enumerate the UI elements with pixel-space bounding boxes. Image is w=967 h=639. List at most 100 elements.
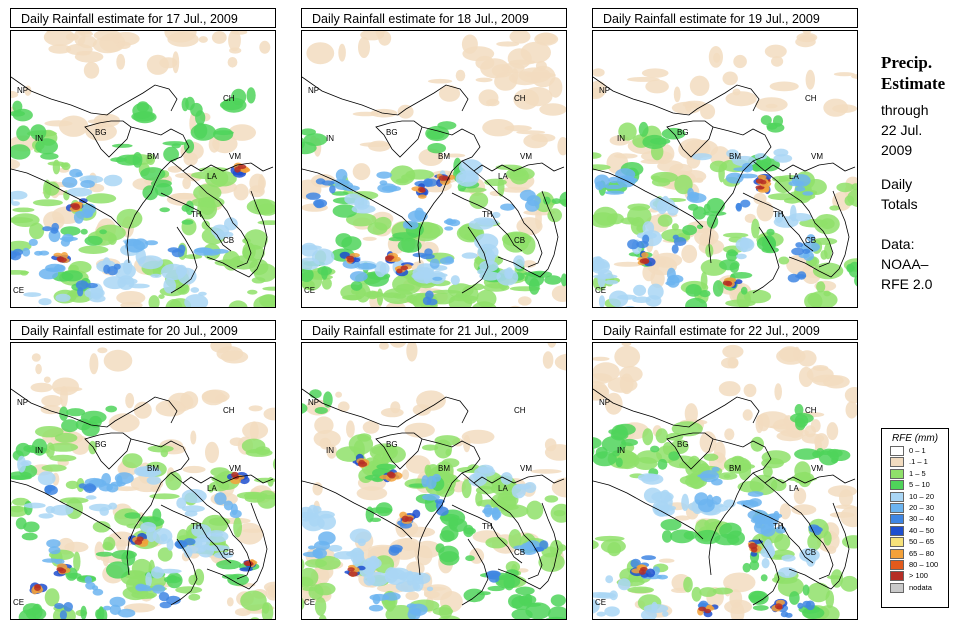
rain-cell [657, 214, 673, 227]
country-border [451, 504, 523, 564]
rain-cell [426, 298, 438, 306]
rain-cell [685, 284, 702, 297]
rain-cell [548, 77, 563, 98]
rain-cell [132, 152, 143, 168]
rain-cell [31, 438, 48, 456]
rain-cell [797, 602, 804, 609]
rain-cell [244, 562, 254, 566]
title-line: Precip. [881, 53, 933, 72]
rain-cell [21, 460, 32, 467]
rain-cell [198, 36, 208, 43]
rain-cell [236, 522, 264, 545]
region-label-bg: BG [95, 128, 107, 137]
rain-cell [646, 474, 654, 479]
rain-cell [171, 248, 185, 258]
rain-cell [539, 540, 549, 550]
rain-cell [485, 537, 508, 549]
rain-cell [605, 190, 625, 195]
rain-cell [24, 85, 32, 96]
region-label-la: LA [789, 484, 799, 493]
rain-cell [11, 90, 19, 99]
rain-cell [132, 102, 153, 119]
rain-cell [831, 457, 839, 464]
rain-cell [662, 611, 669, 617]
rain-cell [544, 438, 557, 452]
rain-cell [48, 442, 79, 452]
rain-cell [30, 124, 47, 141]
region-label-bm: BM [729, 152, 741, 161]
rain-cell [216, 559, 242, 570]
rain-cell [688, 455, 701, 473]
rain-cell [593, 598, 600, 614]
through-line: through [881, 102, 929, 118]
rain-cell [650, 137, 671, 145]
rain-cell [77, 287, 84, 297]
rain-cell [314, 597, 327, 616]
rain-cell [237, 164, 247, 170]
rainfall-panel-18jul: Daily Rainfall estimate for 18 Jul., 200… [301, 8, 569, 308]
rain-cell [593, 437, 602, 449]
rain-cell [152, 528, 173, 545]
region-label-ch: CH [805, 406, 817, 415]
rain-cell [700, 271, 708, 290]
rain-cell [358, 36, 370, 58]
rain-cell [513, 255, 525, 270]
rain-cell [40, 405, 62, 415]
rain-cell [504, 125, 532, 132]
rain-cell [148, 295, 160, 307]
rain-cell [181, 97, 189, 112]
rain-cell [53, 252, 63, 257]
rain-cell [315, 555, 341, 571]
rain-cell [97, 347, 108, 354]
country-border [302, 168, 413, 228]
rain-cell [851, 74, 857, 79]
rain-cell [349, 271, 368, 282]
rain-cell [228, 124, 256, 141]
rain-cell [414, 207, 425, 221]
rain-cell [113, 263, 121, 270]
rain-cell [379, 343, 389, 350]
region-label-la: LA [498, 172, 508, 181]
rain-cell [136, 465, 161, 477]
rain-cell [82, 203, 96, 215]
rain-cell [350, 280, 363, 291]
rain-cell [110, 157, 127, 163]
precip-estimate-title: Precip. Estimate [881, 52, 945, 94]
rain-cell [233, 517, 243, 538]
rain-cell [523, 482, 537, 493]
rain-cell [699, 470, 719, 483]
rain-cell [508, 529, 522, 549]
legend-label: > 100 [909, 571, 928, 581]
rain-cell [491, 211, 501, 219]
rain-cell [116, 53, 126, 70]
rain-cell [735, 202, 742, 211]
rain-cell [475, 77, 493, 83]
rain-cell [708, 46, 723, 68]
rain-cell [671, 223, 679, 231]
rain-cell [695, 529, 721, 545]
legend-item: > 100 [882, 570, 948, 582]
rain-cell [51, 222, 59, 232]
rain-cell [810, 419, 821, 433]
rain-cell [307, 504, 319, 520]
rain-cell [802, 191, 814, 196]
rain-cell [11, 213, 40, 228]
rain-cell [736, 290, 751, 307]
rain-cell [180, 391, 199, 410]
rain-cell [356, 486, 388, 501]
region-label-bm: BM [438, 152, 450, 161]
rain-cell [181, 219, 194, 225]
rain-cell [814, 433, 829, 451]
rain-cell [496, 41, 520, 47]
rain-cell [181, 489, 207, 504]
rain-cell [61, 419, 79, 433]
rain-cell [163, 146, 180, 162]
rain-cell [95, 121, 103, 134]
rain-cell [743, 383, 757, 398]
rain-cell [412, 509, 421, 519]
rain-cell [80, 605, 87, 619]
country-border [473, 482, 543, 580]
rain-cell [149, 493, 180, 500]
rain-cell [480, 58, 510, 79]
